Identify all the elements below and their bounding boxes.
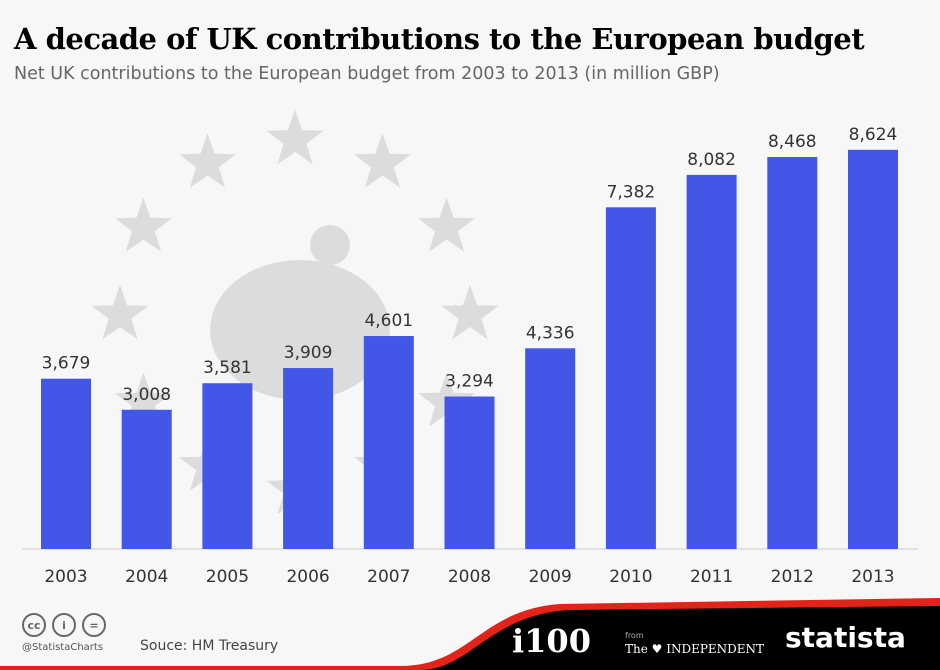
source-note: Souce: HM Treasury (140, 638, 279, 654)
data-label: 4,601 (364, 311, 413, 331)
independent-logo: The ♥ INDEPENDENT (625, 642, 765, 656)
bar-2013 (848, 149, 898, 550)
x-tick-label: 2013 (851, 567, 894, 587)
data-label: 3,008 (122, 385, 171, 405)
x-tick-label: 2004 (125, 567, 168, 587)
data-label: 3,679 (42, 354, 91, 374)
x-tick-label: 2005 (206, 567, 249, 587)
star-icon (354, 133, 411, 188)
data-label: 8,082 (687, 150, 736, 170)
x-tick-label: 2007 (367, 567, 410, 587)
piggybank-icon (210, 260, 390, 400)
footer-band (0, 598, 940, 670)
statista-logo: statista (785, 621, 906, 654)
i100-logo: i100 (512, 622, 591, 660)
bar-2009 (525, 348, 576, 549)
chart-title: A decade of UK contributions to the Euro… (14, 22, 865, 56)
coin-icon (310, 225, 350, 265)
bar-2004 (121, 409, 172, 549)
attribution-icon: i (52, 613, 76, 637)
star-icon (114, 372, 172, 427)
x-tick-label: 2003 (44, 567, 87, 587)
statista-handle: @StatistaCharts (22, 642, 104, 653)
x-tick-label: 2008 (448, 567, 491, 587)
x-tick-label: 2012 (771, 567, 814, 587)
data-label: 3,581 (203, 358, 252, 378)
x-tick-label: 2011 (690, 567, 733, 587)
bar-chart: 3,679 2003 3,008 2004 3,581 2005 3,909 2006 4,60… (22, 110, 918, 587)
no-derivatives-icon: = (82, 613, 106, 637)
bar-2008 (444, 396, 495, 549)
data-label: 8,624 (849, 125, 898, 145)
bar-2011 (686, 174, 737, 549)
x-tick-label: 2006 (286, 567, 329, 587)
data-label: 3,294 (445, 372, 494, 392)
star-icon (418, 197, 476, 252)
data-label: 7,382 (607, 182, 656, 202)
cc-icon: cc (22, 613, 46, 637)
data-label: 3,909 (284, 343, 333, 363)
star-icon (91, 285, 149, 340)
bar-2007 (363, 336, 414, 549)
x-tick-label: 2009 (529, 567, 572, 587)
bar-2010 (605, 207, 656, 549)
bar-2006 (283, 368, 334, 549)
from-label: from (625, 631, 644, 640)
creative-commons-icons: cc i = (22, 613, 106, 637)
star-icon (266, 110, 324, 165)
data-label: 8,468 (768, 132, 817, 152)
chart-subtitle: Net UK contributions to the European bud… (14, 64, 720, 84)
bar-2005 (202, 383, 253, 549)
star-icon (441, 285, 499, 340)
x-tick-label: 2010 (609, 567, 652, 587)
star-icon (179, 133, 236, 188)
bar-2012 (767, 157, 818, 549)
data-label: 4,336 (526, 323, 575, 343)
bar-2003 (41, 378, 91, 549)
star-icon (114, 197, 172, 252)
